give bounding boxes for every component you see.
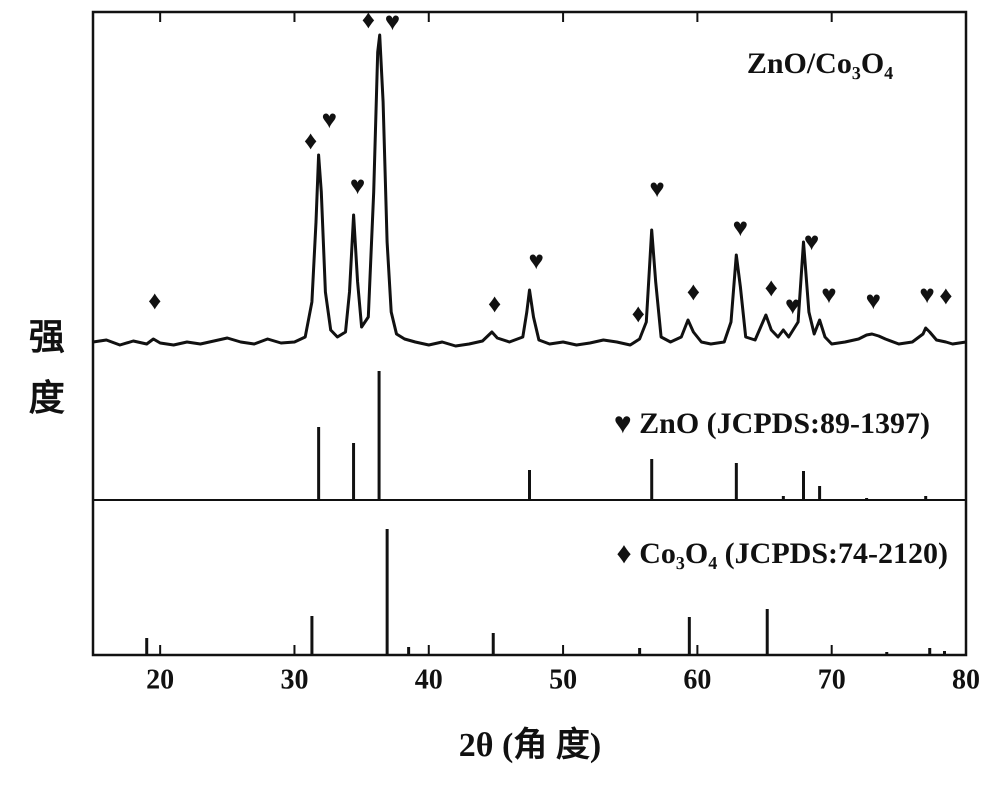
peak-marker: ♦ [304,126,317,155]
peak-marker: ♥ [785,291,800,320]
plot-frame [91,10,968,657]
chart-title: ZnO/Co₃O₄ [747,47,893,80]
x-tick-label: 30 [280,664,308,695]
peak-marker: ♥ [649,174,664,203]
peak-marker: ♦ [687,277,700,306]
peak-marker: ♥ [322,105,337,134]
peak-marker: ♦ [939,281,952,310]
peak-marker: ♦ [488,289,501,318]
legend-entry: ♥ ZnO (JCPDS:89-1397) [614,407,930,440]
x-tick-label: 50 [549,664,577,695]
peak-marker: ♥ [866,286,881,315]
y-axis-label: 强 度 [24,318,65,423]
peak-marker: ♦ [765,273,778,302]
peak-marker: ♥ [821,280,836,309]
peak-marker: ♥ [528,246,543,275]
x-tick-label: 60 [683,664,711,695]
peak-marker: ♥ [733,213,748,242]
peak-marker: ♦ [148,286,161,315]
peak-marker: ♥ [350,171,365,200]
peak-marker: ♥ [919,280,934,309]
x-axis-label: 2θ (角 度) [459,726,601,764]
legend-entry: ♦ Co₃O₄ (JCPDS:74-2120) [616,537,948,570]
spectrum-line [92,33,967,348]
x-tick-label: 20 [146,664,174,695]
x-tick-label: 80 [952,664,980,695]
peak-marker: ♦ [362,5,375,34]
peak-marker: ♦ [632,299,645,328]
x-tick-label: 70 [818,664,846,695]
x-tick-label: 40 [415,664,443,695]
peak-marker: ♥ [804,227,819,256]
peak-marker: ♥ [385,7,400,36]
